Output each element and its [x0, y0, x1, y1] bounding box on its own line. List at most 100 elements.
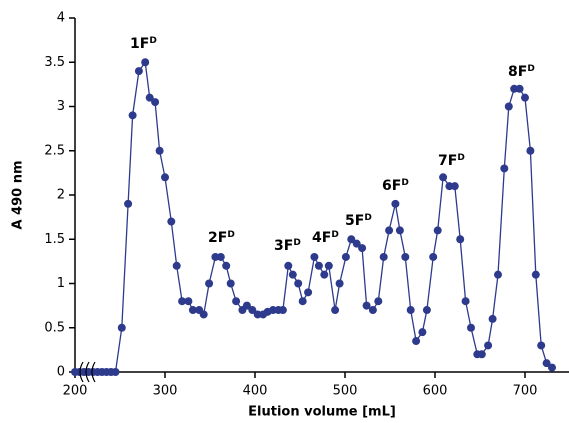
data-point [412, 337, 421, 346]
data-point [406, 306, 415, 315]
data-point [352, 239, 361, 248]
data-point [128, 111, 137, 120]
data-point [288, 270, 297, 279]
y-tick-label: 1.5 [44, 232, 65, 247]
data-point [347, 235, 356, 244]
data-point [494, 270, 502, 279]
data-point [526, 146, 535, 155]
data-point [429, 252, 438, 261]
y-tick-label: 0.5 [44, 320, 65, 335]
x-tick-label: 600 [423, 384, 448, 399]
data-point [548, 363, 556, 372]
y-tick-label: 0 [57, 365, 65, 380]
data-point [391, 199, 400, 208]
data-line [75, 60, 553, 373]
x-tick-label: 300 [153, 384, 178, 399]
data-point [284, 261, 293, 270]
axis-break [91, 361, 96, 383]
data-point [124, 199, 133, 208]
data-point [401, 252, 410, 261]
x-tick-label: 200 [63, 384, 88, 399]
y-tick-label: 2 [57, 188, 65, 203]
peak-label: 4FD [312, 230, 339, 247]
data-point [515, 84, 524, 93]
data-point [461, 297, 470, 306]
data-point [145, 93, 154, 102]
y-axis-title: A 490 nm [11, 160, 26, 229]
data-point [358, 244, 367, 253]
data-point [298, 297, 307, 306]
data-point [167, 217, 176, 226]
data-point [242, 301, 251, 310]
data-point [335, 279, 344, 288]
data-point [151, 98, 160, 107]
data-point [542, 359, 551, 368]
data-point [278, 306, 287, 315]
data-point [304, 288, 313, 297]
y-tick-label: 3.5 [44, 55, 65, 70]
data-point [232, 297, 241, 306]
axis-break [85, 361, 90, 383]
data-point [531, 270, 540, 279]
data-point [537, 341, 546, 350]
y-tick-label: 1 [57, 276, 65, 291]
data-point [172, 261, 181, 270]
x-tick-label: 700 [513, 384, 538, 399]
peak-label: 2FD [208, 230, 235, 247]
data-point [385, 226, 394, 235]
data-point [222, 261, 231, 270]
peak-label: 5FD [345, 213, 372, 230]
axis-break [79, 361, 84, 383]
x-axis-title: Elution volume [mL] [248, 405, 396, 420]
y-tick-label: 2.5 [44, 143, 65, 158]
peak-label: 8FD [508, 64, 535, 81]
data-point [504, 102, 513, 111]
data-point [433, 226, 442, 235]
data-point [155, 146, 164, 155]
data-point [161, 173, 169, 182]
data-point [111, 368, 120, 376]
data-point [422, 306, 431, 315]
y-tick-label: 3 [57, 99, 65, 114]
data-point [294, 279, 303, 288]
data-point [456, 235, 465, 244]
data-point [488, 314, 497, 323]
data-point [418, 328, 427, 337]
data-point [324, 261, 333, 270]
y-tick-label: 4 [57, 11, 65, 26]
data-point [216, 252, 225, 261]
data-point [439, 173, 448, 182]
data-point [395, 226, 404, 235]
peak-label: 6FD [382, 178, 409, 195]
peak-label: 7FD [438, 153, 465, 170]
data-point [379, 252, 388, 261]
data-point [331, 306, 340, 315]
data-point [310, 252, 319, 261]
data-point [521, 93, 529, 102]
data-point [188, 306, 197, 315]
data-point [320, 270, 329, 279]
data-point [484, 341, 493, 350]
peak-label: 3FD [274, 238, 301, 255]
data-point [141, 58, 150, 67]
data-point [450, 182, 459, 191]
data-point [205, 279, 214, 288]
x-tick-label: 400 [243, 384, 268, 399]
data-point [368, 306, 377, 315]
data-point [248, 306, 257, 315]
data-point [134, 67, 143, 76]
data-point [226, 279, 235, 288]
data-point [500, 164, 509, 173]
data-point [467, 323, 475, 332]
data-point [184, 297, 193, 306]
data-point [178, 297, 187, 306]
data-point [314, 261, 323, 270]
data-point [374, 297, 383, 306]
data-point [362, 301, 371, 310]
peak-label: 1FD [130, 36, 157, 53]
data-point [199, 310, 208, 319]
data-point [477, 350, 486, 359]
data-point [341, 252, 350, 261]
x-tick-label: 500 [333, 384, 358, 399]
